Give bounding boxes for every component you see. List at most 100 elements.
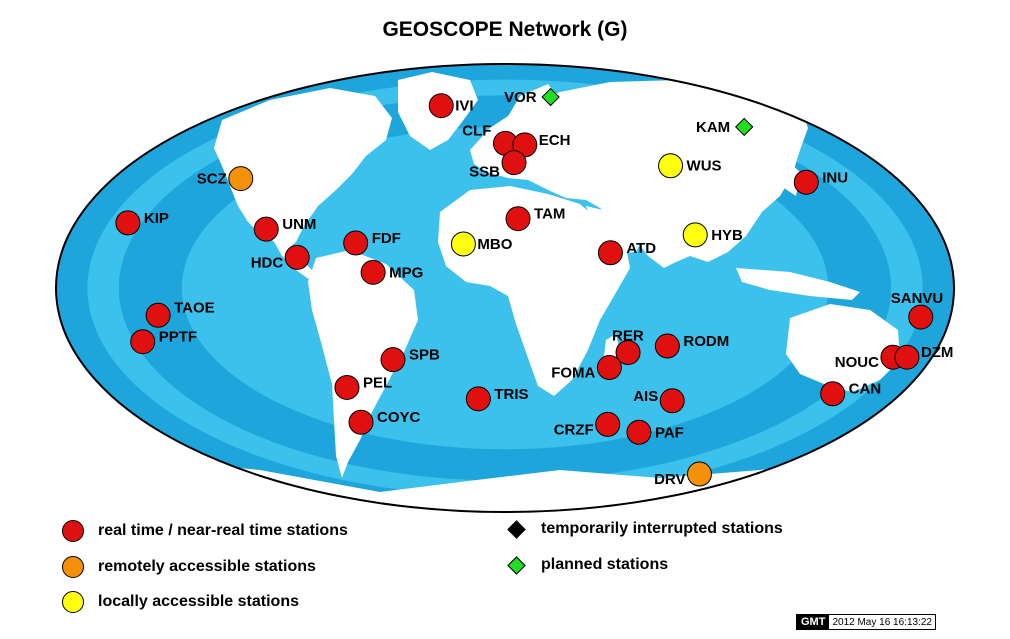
station-label: ATD — [626, 240, 656, 257]
green-diamond-icon — [507, 555, 526, 575]
landmass-south-america — [308, 250, 418, 478]
station-diamond-marker — [541, 87, 560, 107]
station-atd: ATD — [597, 240, 656, 266]
station-label: TAOE — [174, 299, 215, 316]
gmt-logo: GMT — [797, 615, 830, 629]
station-label: HYB — [711, 227, 743, 244]
legend-label-realtime: real time / near-real time stations — [98, 522, 348, 539]
station-label: DZM — [921, 344, 954, 361]
station-label: DRV — [654, 471, 685, 488]
station-circle-marker — [793, 169, 819, 195]
station-pel: PEL — [334, 374, 392, 400]
station-tam: TAM — [505, 206, 565, 232]
station-label: TAM — [534, 206, 565, 223]
legend-label-remote: remotely accessible stations — [98, 558, 316, 575]
station-circle-marker — [334, 374, 360, 400]
station-hyb: HYB — [682, 222, 743, 248]
black-diamond-icon — [507, 519, 526, 539]
station-label: PEL — [363, 374, 392, 391]
station-label: CAN — [849, 381, 882, 398]
station-label: PAF — [655, 424, 684, 441]
station-ivi: IVI — [428, 93, 474, 119]
station-layer: IVI CLF ECH SSB VOR KAM WUS INU SCZ KIP UNM HDC FDF M… — [115, 87, 954, 488]
station-scz: SCZ — [197, 166, 254, 192]
landmass-australia — [786, 304, 900, 392]
station-label: KIP — [144, 210, 169, 227]
station-sanvu: SANVU — [891, 290, 944, 330]
station-dzm: DZM — [894, 344, 954, 370]
landmass-africa — [438, 186, 630, 396]
station-label: SPB — [409, 347, 440, 364]
station-taoe: TAOE — [145, 299, 215, 328]
legend-item-local: locally accessible stations — [62, 591, 299, 613]
station-circle-marker — [615, 340, 641, 366]
station-circle-marker — [465, 386, 491, 412]
station-label: FOMA — [551, 365, 595, 382]
station-label: CRZF — [554, 421, 594, 438]
gmt-timestamp: GMT 2012 May 16 16:13:22 — [796, 614, 936, 630]
station-label: AIS — [633, 388, 658, 405]
landmass-arabia — [586, 206, 646, 254]
station-mbo: MBO — [450, 231, 513, 257]
legend-item-remote: remotely accessible stations — [62, 556, 316, 578]
red-circle-icon — [62, 520, 84, 542]
station-circle-marker — [505, 206, 531, 232]
station-circle-marker — [596, 355, 622, 381]
station-circle-marker — [654, 333, 680, 359]
station-circle-marker — [360, 259, 386, 285]
station-label: WUS — [687, 158, 722, 175]
station-label: IVI — [455, 98, 473, 115]
station-ech: ECH — [512, 132, 570, 158]
station-label: SCZ — [197, 171, 227, 188]
landmass-north-america — [214, 88, 392, 252]
station-circle-marker — [145, 302, 171, 328]
station-circle-marker — [450, 231, 476, 257]
station-ssb: SSB — [469, 150, 527, 181]
station-diamond-marker — [735, 117, 754, 137]
station-label: MPG — [389, 264, 423, 281]
station-label: CLF — [462, 122, 491, 139]
station-label: UNM — [282, 216, 316, 233]
landmass-eurasia — [470, 80, 808, 268]
landmass-new-zealand — [900, 396, 916, 420]
station-label: FDF — [372, 230, 401, 247]
station-circle-marker — [908, 304, 934, 330]
station-crzf: CRZF — [554, 411, 621, 438]
station-label: KAM — [696, 119, 730, 136]
station-label: PPTF — [159, 329, 197, 346]
station-label: COYC — [377, 409, 421, 426]
station-inu: INU — [793, 169, 848, 195]
station-label: NOUC — [835, 354, 879, 371]
station-circle-marker — [253, 216, 279, 242]
station-hdc: HDC — [251, 244, 310, 271]
station-label: SANVU — [891, 290, 944, 307]
station-circle-marker — [130, 329, 156, 355]
station-circle-marker — [597, 240, 623, 266]
station-circle-marker — [658, 153, 684, 179]
station-pptf: PPTF — [130, 329, 197, 355]
station-ais: AIS — [633, 388, 685, 414]
legend-label-planned: planned stations — [541, 556, 669, 573]
station-rer: RER — [612, 328, 644, 366]
station-label: MBO — [477, 236, 512, 253]
station-vor: VOR — [504, 87, 560, 107]
map-frame — [55, 63, 955, 513]
station-circle-marker — [682, 222, 708, 248]
station-wus: WUS — [658, 153, 722, 179]
station-circle-marker — [228, 166, 254, 192]
station-circle-marker — [343, 230, 369, 256]
station-tris: TRIS — [465, 386, 529, 412]
station-circle-marker — [428, 93, 454, 119]
station-mpg: MPG — [360, 259, 423, 285]
map-title: GEOSCOPE Network (G) — [382, 18, 628, 41]
station-clf: CLF — [462, 122, 518, 156]
station-label: TRIS — [494, 386, 528, 403]
gmt-time: 2012 May 16 16:13:22 — [832, 616, 932, 628]
station-foma: FOMA — [551, 355, 622, 382]
legend-item-interrupted: temporarily interrupted stations — [506, 519, 783, 539]
legend-item-planned: planned stations — [506, 555, 669, 575]
station-label: RER — [612, 328, 644, 345]
station-fdf: FDF — [343, 230, 401, 256]
station-circle-marker — [595, 411, 621, 437]
